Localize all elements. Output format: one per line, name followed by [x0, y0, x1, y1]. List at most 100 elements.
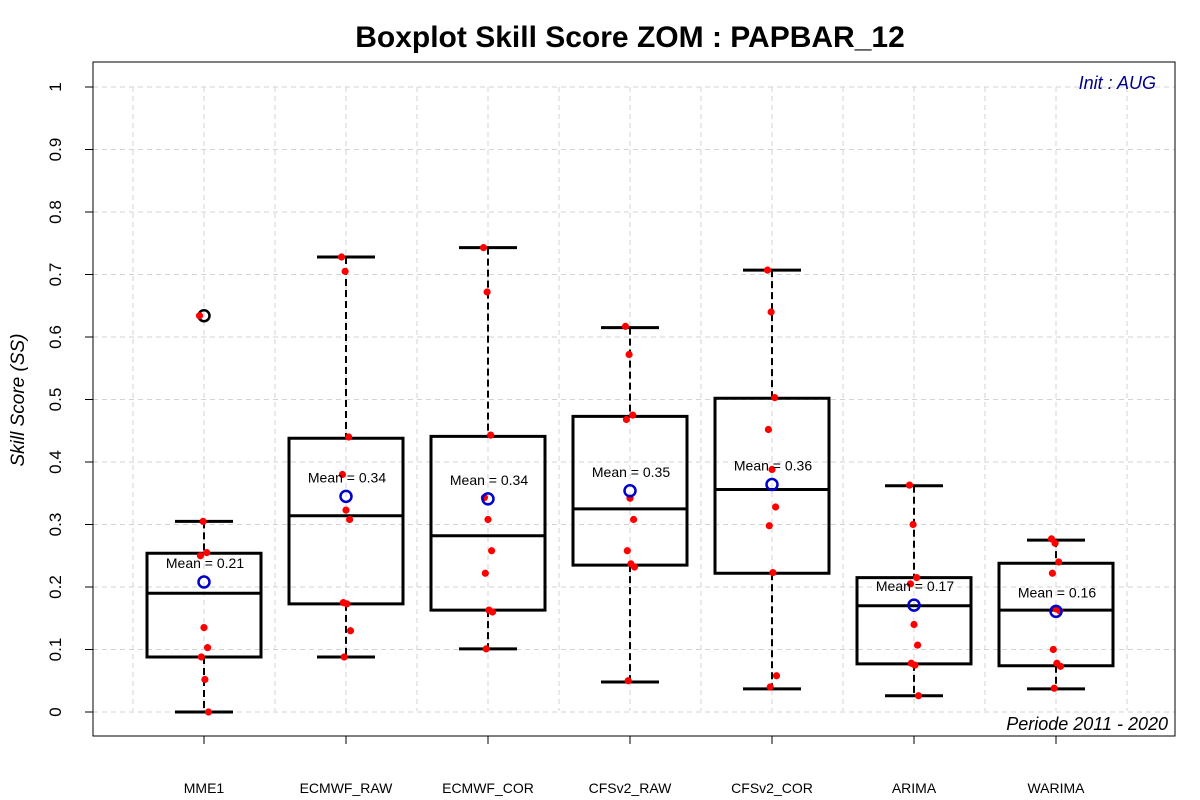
data-point: [204, 644, 212, 652]
data-point: [914, 641, 922, 649]
mean-marker: [765, 477, 779, 492]
data-point: [630, 515, 638, 524]
x-tick-label: ECMWF_RAW: [300, 780, 394, 796]
data-point: [621, 322, 630, 330]
data-point: [337, 253, 346, 261]
data-point: [767, 308, 775, 316]
x-tick-label: ECMWF_COR: [442, 780, 534, 796]
y-axis-label: Skill Score (SS): [8, 333, 29, 466]
data-point: [199, 517, 207, 525]
data-point: [625, 350, 633, 359]
data-point: [622, 415, 631, 424]
data-point: [1055, 558, 1063, 566]
data-point: [914, 692, 923, 700]
box-MME1: Mean = 0.21: [145, 309, 263, 716]
period-annotation: Periode 2011 - 2020: [1006, 714, 1168, 734]
data-point: [629, 411, 637, 419]
data-point: [488, 608, 497, 616]
y-tick-label: 0.6: [46, 325, 65, 349]
data-point: [905, 481, 914, 489]
mean-label: Mean = 0.34: [308, 469, 386, 485]
grid-lines: [93, 86, 1175, 713]
mean-marker: [623, 484, 637, 498]
y-axis: 0 0.1 0.2 0.3 0.4 0.5 0.6 0.7 0.8 0.9 1: [46, 82, 93, 717]
data-point: [484, 515, 492, 524]
data-point: [623, 547, 631, 555]
data-point: [764, 425, 773, 434]
data-point: [346, 627, 355, 635]
x-tick-label: CFSv2_COR: [731, 780, 813, 796]
box-CFSv2_RAW: Mean = 0.35: [571, 322, 689, 685]
data-point: [1051, 539, 1059, 547]
data-point: [763, 266, 772, 274]
y-tick-label: 1: [46, 82, 65, 91]
mean-marker: [481, 492, 495, 506]
box-CFSv2_COR: Mean = 0.36: [713, 266, 831, 691]
data-point: [769, 569, 777, 577]
mean-label: Mean = 0.35: [592, 464, 670, 480]
mean-label: Mean = 0.21: [166, 555, 244, 571]
data-point: [201, 675, 209, 684]
data-point: [488, 547, 496, 555]
y-tick-label: 0.8: [46, 200, 65, 224]
data-point: [487, 431, 495, 439]
data-point: [195, 312, 204, 320]
data-point: [340, 653, 348, 661]
data-point: [765, 522, 773, 530]
data-point: [1050, 684, 1058, 692]
data-point: [338, 470, 346, 479]
x-tick-label: CFSv2_RAW: [589, 780, 673, 796]
boxes: Mean = 0.21 Mean = 0.34 Mean = 0.34 Mean = …: [145, 244, 1115, 716]
data-point: [345, 433, 353, 441]
init-annotation: Init : AUG: [1079, 73, 1156, 93]
data-point: [1049, 645, 1057, 654]
data-point: [624, 677, 632, 685]
data-point: [346, 515, 354, 524]
mean-marker: [197, 575, 211, 589]
data-point: [200, 624, 208, 632]
data-point: [342, 506, 350, 514]
data-point: [197, 653, 205, 661]
data-point: [911, 661, 919, 669]
y-tick-label: 0.1: [46, 638, 65, 662]
data-point: [630, 563, 639, 571]
y-tick-label: 0.9: [46, 138, 65, 162]
x-tick-label: ARIMA: [892, 780, 937, 796]
box-ARIMA: Mean = 0.17: [855, 481, 973, 700]
data-point: [772, 503, 780, 511]
data-point: [203, 549, 211, 557]
data-point: [772, 672, 781, 680]
data-point: [768, 465, 776, 474]
data-point: [204, 708, 213, 716]
y-tick-label: 0: [46, 707, 65, 716]
data-point: [1048, 569, 1056, 577]
y-tick-label: 0.3: [46, 513, 65, 537]
box-ECMWF_COR: Mean = 0.34: [429, 244, 547, 653]
mean-label: Mean = 0.36: [734, 458, 812, 474]
mean-marker: [907, 598, 921, 612]
data-point: [910, 620, 918, 629]
mean-marker: [1049, 604, 1063, 619]
mean-label: Mean = 0.17: [876, 578, 954, 594]
data-point: [906, 580, 915, 588]
y-tick-label: 0.2: [46, 575, 65, 599]
data-point: [196, 552, 204, 560]
mean-label: Mean = 0.34: [450, 472, 528, 488]
x-axis: MME1 ECMWF_RAW ECMWF_COR CFSv2_RAW CFSv2_COR…: [184, 736, 1085, 796]
y-tick-label: 0.5: [46, 388, 65, 412]
data-point: [481, 569, 489, 577]
data-point: [766, 683, 774, 691]
data-point: [913, 574, 921, 582]
x-tick-label: MME1: [184, 780, 225, 796]
data-point: [482, 645, 490, 653]
data-point: [909, 520, 917, 529]
data-point: [341, 267, 349, 275]
box-WARIMA: Mean = 0.16: [997, 535, 1115, 692]
data-point: [771, 394, 779, 402]
mean-marker: [339, 489, 353, 504]
data-point: [1056, 662, 1065, 670]
data-point: [483, 288, 491, 296]
data-point: [343, 600, 351, 608]
chart-title: Boxplot Skill Score ZOM : PAPBAR_12: [355, 21, 905, 54]
